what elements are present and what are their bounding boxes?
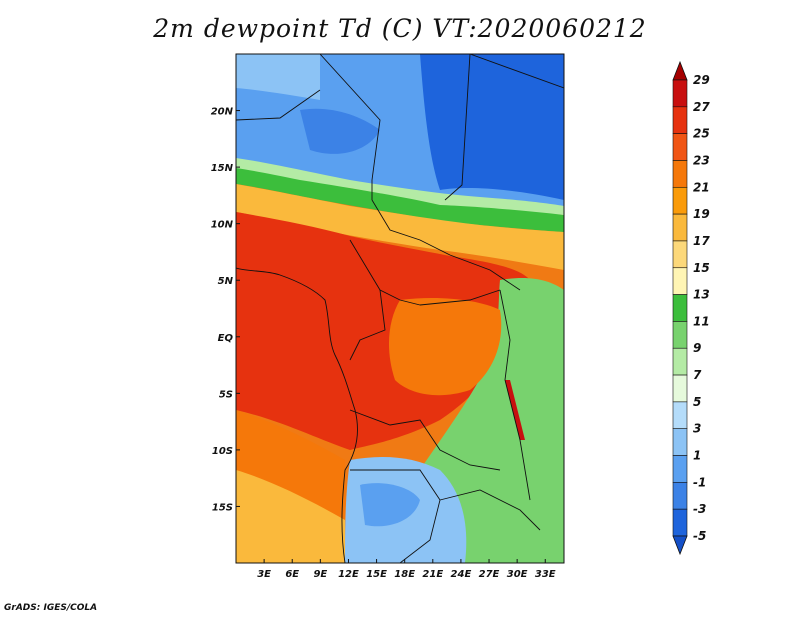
colorbar-label: 11: [693, 314, 710, 328]
colorbar-segment: [672, 213, 688, 242]
field-lake-tanganyika: [505, 380, 525, 440]
colorbar-segment: [672, 240, 688, 269]
border-car-south: [419, 289, 501, 306]
lat-tick-label: 10N: [211, 220, 234, 231]
colorbar-label: 13: [693, 288, 710, 302]
colorbar-label: 7: [693, 368, 702, 382]
border-egypt-sudan: [469, 54, 564, 89]
colorbar-segment: [672, 374, 688, 403]
colorbar-segment: [672, 267, 688, 295]
field-yellow-band: [236, 184, 564, 270]
colorbar-segment: [672, 133, 688, 161]
colorbar-label: 17: [693, 234, 710, 248]
colorbar-segment: [672, 106, 688, 134]
lat-tick-label: 5N: [218, 276, 234, 287]
map-frame: [235, 53, 565, 564]
dewpoint-field: [236, 54, 564, 563]
colorbar-label: 1: [693, 449, 701, 463]
field-sw-ocean-yellow: [236, 470, 345, 563]
colorbar-segment: [672, 186, 688, 215]
lat-tick-label: 5S: [219, 389, 233, 400]
colorbar-segment: [672, 321, 688, 349]
footer-credit: GrADS: IGES/COLA: [4, 603, 98, 613]
coastline-west: [236, 267, 358, 563]
colorbar-label: 3: [693, 422, 701, 436]
lat-tick-label: 10S: [212, 446, 233, 457]
lon-tick-label: 30E: [507, 569, 528, 580]
lat-tick-label: 15N: [211, 163, 234, 174]
border-cameroon: [349, 239, 421, 306]
axis-ticks: 20N 15N 10N 5N EQ 5S 10S 15S 3E 6E 9E 12E 15E 18E 21E 2…: [211, 107, 556, 580]
colorbar-label: 5: [693, 395, 701, 409]
colorbar: 29 27 25 23 21 19 17 15 13 11 9 7 5 3 1 -1 -3 -5: [672, 60, 710, 556]
colorbar-top-triangle: [672, 60, 688, 81]
colorbar-label: 29: [693, 73, 710, 87]
colorbar-label: 9: [693, 341, 701, 355]
colorbar-label: -1: [693, 475, 706, 489]
lon-tick-label: 6E: [285, 569, 299, 580]
lon-tick-label: 15E: [366, 569, 387, 580]
lat-tick-label: 20N: [211, 107, 234, 118]
field-sahel-lightgreen: [236, 158, 564, 215]
country-borders: [236, 54, 564, 563]
border-chad-sudan: [444, 54, 471, 201]
colorbar-segment: [672, 455, 688, 483]
colorbar-label: 25: [693, 127, 710, 141]
border-zambia: [439, 489, 541, 531]
colorbar-segment: [672, 428, 688, 456]
lon-tick-label: 33E: [535, 569, 556, 580]
lon-tick-label: 12E: [338, 569, 359, 580]
border-algeria: [236, 89, 321, 121]
field-north-dark-patch: [300, 108, 380, 154]
colorbar-segment: [672, 294, 688, 322]
border-gabon: [349, 289, 386, 361]
border-east-drc: [499, 289, 531, 501]
lon-tick-label: 3E: [257, 569, 271, 580]
field-nw-lighter: [236, 54, 320, 100]
lon-tick-label: 21E: [422, 569, 443, 580]
lon-tick-label: 18E: [394, 569, 415, 580]
lat-tick-label: EQ: [218, 333, 234, 344]
colorbar-segment: [672, 160, 688, 188]
colorbar-label: 21: [693, 180, 710, 194]
colorbar-label: 23: [693, 153, 710, 167]
border-niger-chad: [319, 54, 381, 200]
map-title: 2m dewpoint Td (C) VT:2020060212: [153, 14, 647, 43]
field-ne-darkest: [420, 54, 564, 200]
lon-tick-label: 9E: [313, 569, 327, 580]
colorbar-bottom-triangle: [672, 535, 688, 556]
colorbar-label: 19: [693, 207, 710, 221]
colorbar-segment: [672, 347, 688, 376]
lon-tick-label: 27E: [479, 569, 500, 580]
colorbar-segment: [672, 508, 688, 537]
colorbar-segment: [672, 401, 688, 430]
field-south-blue-dark: [360, 483, 420, 527]
colorbar-label: 15: [693, 261, 710, 275]
colorbar-segment: [672, 79, 688, 108]
field-central-orange: [388, 298, 502, 396]
lat-tick-label: 15S: [212, 502, 233, 513]
colorbar-label: -5: [693, 529, 706, 543]
lon-tick-label: 24E: [451, 569, 472, 580]
border-car-north: [371, 199, 521, 291]
colorbar-segment: [672, 482, 688, 510]
border-angola-drc: [349, 409, 501, 471]
colorbar-label: 27: [693, 100, 710, 114]
colorbar-label: -3: [693, 502, 706, 516]
